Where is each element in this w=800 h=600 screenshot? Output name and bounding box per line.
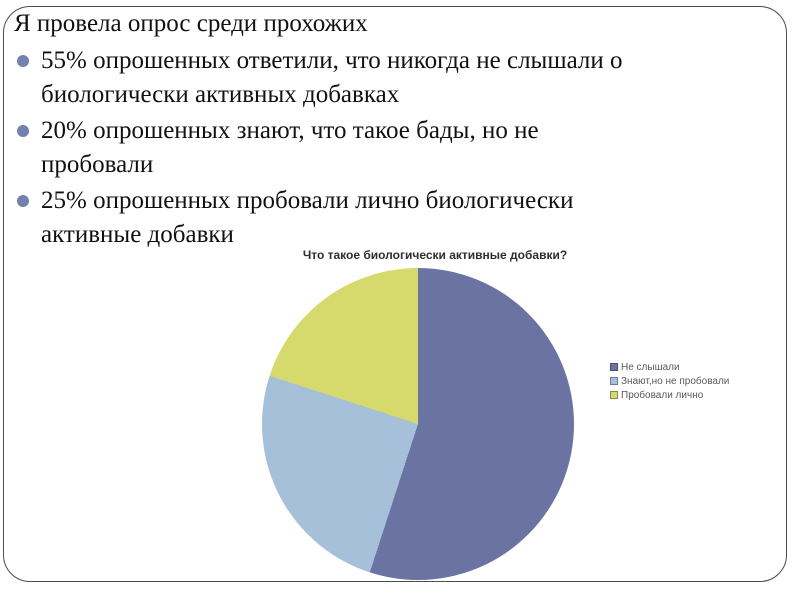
legend-swatch-icon: [610, 377, 618, 385]
slide-border: [3, 6, 787, 582]
pie: [262, 268, 574, 580]
bullet-icon: [17, 55, 29, 67]
chart-legend: Не слышали Знают,но не пробовали Пробова…: [610, 360, 729, 402]
bullet-icon: [17, 125, 29, 137]
bullet-item: 55% опрошенных ответили, что никогда не …: [14, 44, 694, 112]
legend-label: Не слышали: [621, 361, 680, 373]
legend-swatch-icon: [610, 363, 618, 371]
legend-item: Знают,но не пробовали: [610, 374, 729, 388]
bullet-item: 20% опрошенных знают, что такое бады, но…: [14, 114, 694, 182]
legend-item: Пробовали лично: [610, 388, 729, 402]
bullet-item: 25% опрошенных пробовали лично биологиче…: [14, 184, 694, 252]
legend-swatch-icon: [610, 391, 618, 399]
bullet-text: 20% опрошенных знают, что такое бады, но…: [41, 117, 539, 178]
bullet-icon: [17, 195, 29, 207]
chart-title: Что такое биологически активные добавки?: [302, 248, 568, 262]
legend-label: Знают,но не пробовали: [621, 375, 730, 387]
bullet-list: 55% опрошенных ответили, что никогда не …: [14, 44, 694, 254]
bullet-text: 55% опрошенных ответили, что никогда не …: [41, 47, 623, 108]
legend-label: Пробовали лично: [621, 389, 704, 401]
bullet-text: 25% опрошенных пробовали лично биологиче…: [41, 187, 574, 248]
legend-item: Не слышали: [610, 360, 729, 374]
slide-title: Я провела опрос среди прохожих: [14, 10, 368, 37]
